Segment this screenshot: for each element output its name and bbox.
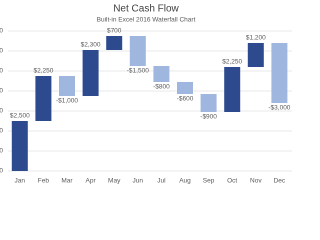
data-label: -$900 <box>200 114 217 121</box>
x-tick-label: Jun <box>133 178 144 185</box>
x-tick-label: Jan <box>15 178 26 185</box>
y-tick-label: $3,000 <box>0 108 3 115</box>
x-tick-label: May <box>108 178 121 185</box>
data-label: $2,250 <box>33 68 53 75</box>
bar <box>35 76 52 121</box>
bar <box>177 82 193 94</box>
x-tick-label: Dec <box>274 178 286 185</box>
chart-subtitle: Built-in Excel 2016 Waterfall Chart <box>97 17 196 24</box>
bar <box>11 121 28 171</box>
x-tick-label: Oct <box>227 178 237 185</box>
chart-title: Net Cash Flow <box>113 4 179 15</box>
x-tick-label: Aug <box>179 178 191 185</box>
data-label: -$800 <box>153 84 170 91</box>
x-tick-label: Jul <box>157 178 166 185</box>
y-tick-label: $6,000 <box>0 48 3 55</box>
y-tick-label: $1,000 <box>0 148 3 155</box>
y-tick-label: $4,000 <box>0 88 3 95</box>
y-tick-label: $0 <box>0 168 3 175</box>
data-label: -$600 <box>177 96 194 103</box>
x-tick-label: Apr <box>86 178 97 185</box>
x-tick-label: Nov <box>250 178 262 185</box>
chart: Net Cash Flow Built-in Excel 2016 Waterf… <box>0 4 292 185</box>
data-label: $700 <box>107 28 122 35</box>
y-tick-label: $2,000 <box>0 128 3 135</box>
bar <box>129 36 146 66</box>
data-label: $2,300 <box>81 42 101 49</box>
data-label: -$1,000 <box>56 98 78 105</box>
bar <box>106 36 123 50</box>
x-tick-label: Mar <box>61 178 73 185</box>
data-label: $1,200 <box>246 35 266 42</box>
x-tick-label: Sep <box>203 178 215 185</box>
bar <box>224 67 241 112</box>
bar <box>153 66 170 82</box>
bar <box>59 76 75 96</box>
data-label: -$3,000 <box>268 105 290 112</box>
bar <box>271 43 288 103</box>
bar <box>82 50 99 96</box>
x-tick-label: Feb <box>38 178 50 185</box>
data-label: $2,250 <box>222 59 242 66</box>
bar <box>247 43 264 67</box>
data-label: -$1,500 <box>127 68 149 75</box>
bar <box>200 94 217 112</box>
data-label: $2,500 <box>10 113 30 120</box>
page: Net Cash Flow Built-in Excel 2016 Waterf… <box>0 3 292 185</box>
y-tick-label: $5,000 <box>0 68 3 75</box>
y-tick-label: $7,000 <box>0 28 3 35</box>
